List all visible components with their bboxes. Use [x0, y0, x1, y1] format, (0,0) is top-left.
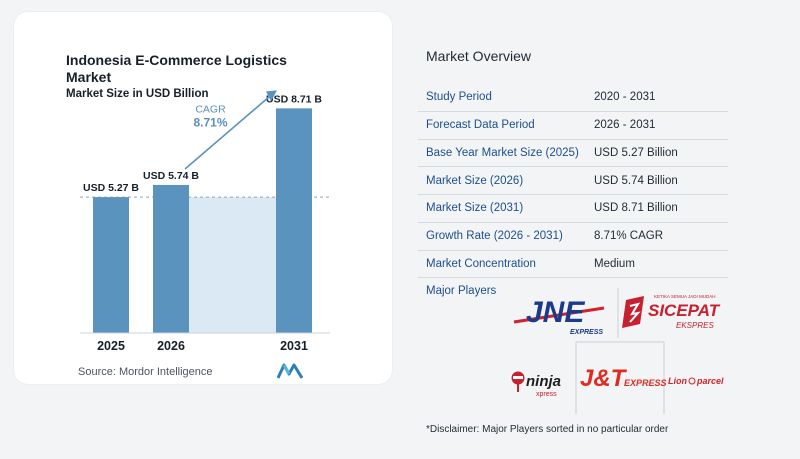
overview-metric-value: USD 8.71 Billion — [586, 194, 728, 223]
ninja-xpress-logo-icon: ninja xpress — [511, 371, 561, 398]
svg-text:Lion: Lion — [668, 376, 687, 386]
svg-text:EXPRESS: EXPRESS — [570, 329, 603, 336]
overview-metric-value: Medium — [586, 250, 728, 279]
chart-title: Indonesia E-Commerce Logistics Market — [66, 52, 287, 85]
overview-metric-label: Base Year Market Size (2025) — [418, 139, 586, 168]
overview-metric-label: Market Concentration — [418, 250, 586, 279]
svg-text:JNE: JNE — [526, 296, 585, 329]
x-tick-label: 2025 — [97, 339, 125, 353]
lion-parcel-logo-icon: Lion parcel — [668, 376, 724, 386]
major-players-logos: JNE EXPRESS KETIKA SEMUA JADI MUDAH SICE… — [511, 288, 724, 414]
chart-subtitle: Market Size in USD Billion — [66, 88, 209, 100]
major-players-label: Major Players — [426, 285, 497, 297]
svg-text:EXPRESS: EXPRESS — [624, 378, 667, 388]
cagr-arrow — [184, 93, 273, 170]
overview-row: Market Concentration Medium — [418, 250, 728, 279]
bar-value-label: USD 5.74 B — [143, 170, 199, 182]
bar-2025 — [93, 197, 129, 333]
bar-chart: USD 5.27 B 2025 USD 5.74 B 2026 USD 8.71 B 20… — [80, 90, 330, 353]
bar-2026 — [153, 184, 189, 333]
overview-metric-label: Growth Rate (2026 - 2031) — [418, 222, 586, 251]
overview-metric-value: USD 5.74 Billion — [586, 166, 728, 195]
overview-metric-value: 2020 - 2031 — [586, 84, 728, 112]
overview-row: Base Year Market Size (2025) USD 5.27 Bil… — [418, 139, 728, 168]
overview-metric-value: 8.71% CAGR — [586, 222, 728, 251]
cagr-label: CAGR — [195, 103, 226, 115]
cagr-arrowhead-icon — [266, 90, 277, 102]
mordor-intelligence-logo-icon — [277, 363, 303, 379]
sicepat-logo-icon: KETIKA SEMUA JADI MUDAH SICEPAT EKSPRES — [622, 294, 721, 330]
source-note: Source: Mordor Intelligence — [78, 366, 213, 378]
svg-text:EKSPRES: EKSPRES — [676, 321, 714, 330]
svg-text:parcel: parcel — [696, 376, 724, 386]
svg-text:KETIKA SEMUA JADI MUDAH: KETIKA SEMUA JADI MUDAH — [654, 294, 716, 299]
jt-express-logo-icon: J&T EXPRESS — [580, 365, 667, 392]
overview-metric-label: Study Period — [418, 84, 586, 112]
bar-2031 — [276, 108, 312, 333]
svg-text:SICEPAT: SICEPAT — [648, 301, 721, 320]
x-tick-label: 2026 — [157, 339, 185, 353]
overview-row: Market Size (2031) USD 8.71 Billion — [418, 194, 728, 223]
bar-value-label: USD 8.71 B — [266, 93, 322, 105]
overview-metric-value: 2026 - 2031 — [586, 111, 728, 140]
overview-metric-label: Market Size (2026) — [418, 166, 586, 195]
market-overview-table: Study Period 2020 - 2031 Forecast Data Per… — [418, 84, 728, 279]
overview-row: Study Period 2020 - 2031 — [418, 84, 728, 112]
bar-value-label: USD 5.27 B — [83, 182, 139, 194]
disclaimer: *Disclaimer: Major Players sorted in no … — [426, 424, 669, 435]
svg-text:ninja: ninja — [526, 373, 561, 390]
comparison-band — [189, 197, 276, 333]
market-overview-title: Market Overview — [426, 48, 532, 64]
x-tick-label: 2031 — [280, 339, 308, 353]
svg-text:J&T: J&T — [580, 365, 628, 392]
svg-text:xpress: xpress — [536, 391, 557, 398]
cagr-value: 8.71% — [193, 115, 227, 129]
overview-metric-label: Forecast Data Period — [418, 111, 586, 140]
overview-row: Forecast Data Period 2026 - 2031 — [418, 111, 728, 140]
overview-row: Growth Rate (2026 - 2031) 8.71% CAGR — [418, 222, 728, 251]
overview-row: Market Size (2026) USD 5.74 Billion — [418, 166, 728, 195]
jne-logo-icon: JNE EXPRESS — [513, 296, 605, 336]
overview-metric-label: Market Size (2031) — [418, 194, 586, 223]
overview-metric-value: USD 5.27 Billion — [586, 139, 728, 168]
